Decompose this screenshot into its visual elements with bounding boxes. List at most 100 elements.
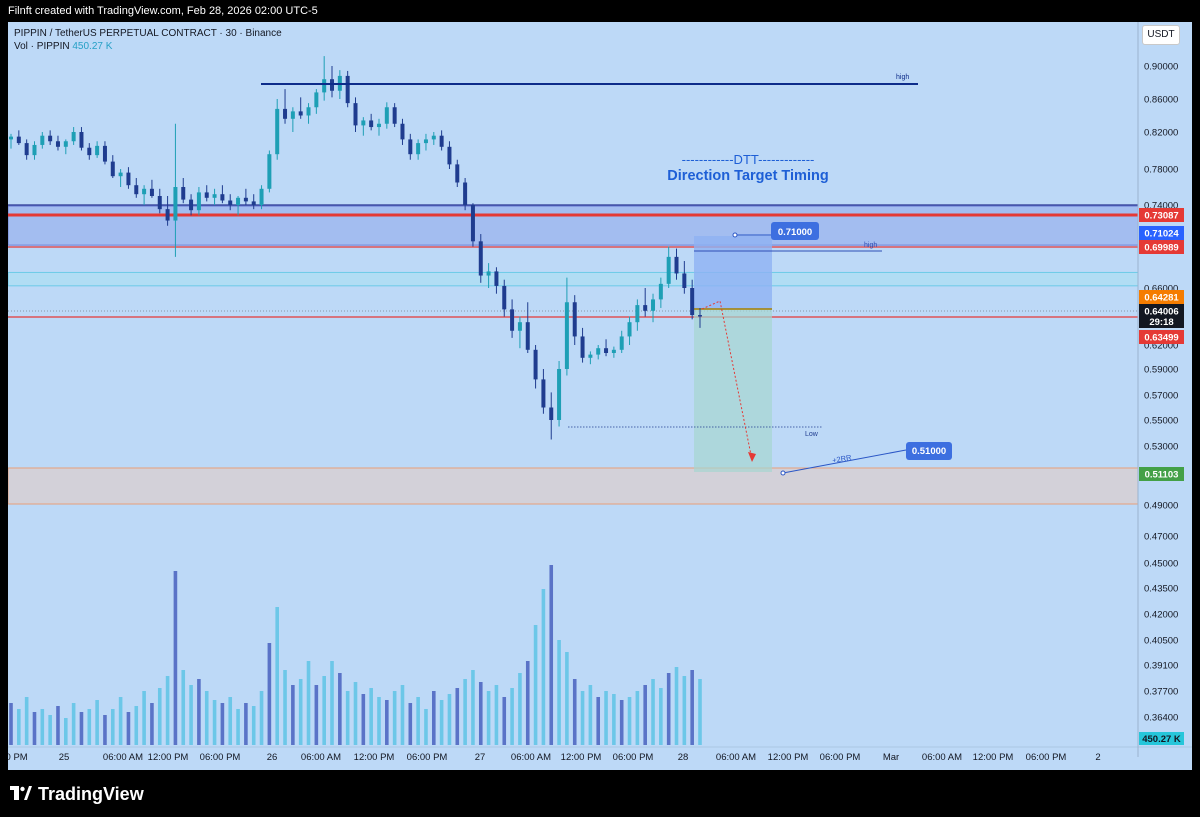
candle-body: [525, 322, 530, 350]
volume-bar: [87, 709, 92, 745]
candle-body: [196, 192, 201, 211]
time-tick-label: 28: [678, 752, 689, 763]
price-badge: [1139, 467, 1184, 481]
currency-button[interactable]: USDT: [1142, 25, 1180, 45]
time-tick-label: 06:00 PM: [613, 752, 654, 763]
volume-bar: [478, 682, 483, 745]
volume-bar: [643, 685, 647, 745]
candle-body: [251, 201, 256, 205]
candle-body: [181, 187, 186, 200]
target-low-dot: [780, 470, 786, 476]
candle-body: [604, 348, 609, 353]
price-tick-label: 0.59000: [1144, 365, 1178, 376]
volume-bar: [212, 700, 217, 745]
volume-legend-value: 450.27 K: [72, 41, 113, 52]
candle-body: [690, 288, 695, 316]
tradingview-logo: TradingView: [10, 784, 144, 805]
candle-body: [439, 135, 444, 147]
volume-bar: [666, 673, 671, 745]
price-tick-label: 0.74000: [1144, 201, 1178, 212]
price-tick-label: 0.42000: [1144, 610, 1178, 621]
candle-body: [392, 107, 397, 124]
candle-body: [212, 194, 217, 198]
volume-bar: [361, 694, 366, 745]
candle-body: [345, 75, 350, 104]
volume-bar: [510, 688, 514, 745]
candle-body: [142, 188, 147, 195]
price-tick-label: 0.43500: [1144, 584, 1178, 595]
volume-bar: [588, 685, 593, 745]
time-tick-label: Mar: [883, 752, 899, 763]
candle-body: [416, 143, 421, 155]
price-tick-label: 0.45000: [1144, 559, 1178, 570]
price-tick-label: 0.66000: [1144, 284, 1178, 295]
volume-bar: [330, 661, 334, 745]
stop-loss-box: [694, 236, 772, 309]
volume-bar: [431, 691, 436, 745]
price-tick-label: 0.53000: [1144, 442, 1178, 453]
volume-bar: [627, 697, 632, 745]
time-tick-label: 2: [1095, 752, 1100, 763]
volume-bar: [48, 715, 52, 745]
volume-bar: [118, 697, 123, 745]
price-tick-label: 0.57000: [1144, 391, 1178, 402]
candle-body: [40, 135, 45, 145]
candle-body: [353, 103, 358, 126]
candle-body: [470, 205, 475, 242]
price-badge-label: 0.71024: [1144, 229, 1179, 240]
candle-body: [134, 185, 139, 195]
volume-bar: [322, 676, 326, 745]
volume-bar: [463, 679, 467, 745]
price-tick-label: 0.40500: [1144, 636, 1178, 647]
price-badge: [1139, 240, 1184, 254]
volume-bar: [79, 712, 84, 745]
volume-bar: [150, 703, 154, 745]
high-label-2: high: [864, 242, 877, 249]
candle-body: [627, 322, 632, 337]
candle-body: [557, 369, 562, 420]
time-tick-label: 06:00 PM: [1026, 752, 1067, 763]
volume-bar: [682, 676, 687, 745]
time-tick-label: 06:00 AM: [103, 752, 143, 763]
rr-label: +2RR: [831, 453, 852, 465]
chart-panel[interactable]: high high Low ------------DTT------------- D…: [8, 22, 1192, 770]
volume-bar: [314, 685, 319, 745]
candle-body: [494, 271, 499, 286]
candle-body: [102, 145, 107, 162]
candle-body: [486, 271, 491, 276]
volume-bar: [181, 670, 186, 745]
volume-bar: [659, 688, 663, 745]
volume-bar: [345, 691, 350, 745]
candle-body: [517, 322, 522, 331]
volume-bar: [698, 679, 702, 745]
volume-bar: [267, 643, 272, 745]
price-chart[interactable]: high high Low ------------DTT-------------D…: [8, 22, 1192, 770]
candle-body: [204, 192, 209, 198]
volume-bar: [400, 685, 405, 745]
resistance-zone: [8, 205, 1139, 246]
low-label: Low: [805, 431, 819, 438]
volume-bar: [690, 670, 694, 745]
volume-bar: [204, 691, 209, 745]
candle-body: [259, 188, 264, 205]
candle-body: [16, 136, 21, 144]
volume-bar: [525, 661, 530, 745]
volume-bar: [24, 697, 29, 745]
price-badge: [1139, 290, 1184, 304]
volume-bar: [32, 712, 37, 745]
candle-body: [463, 182, 468, 205]
volume-bar: [110, 709, 115, 745]
volume-bar: [173, 571, 178, 745]
volume-bar: [9, 703, 13, 745]
candle-body: [369, 120, 374, 128]
candle-body: [220, 194, 225, 201]
candle-body: [384, 107, 389, 124]
volume-legend-label: Vol · PIPPIN: [14, 41, 70, 52]
tradingview-logo-text: TradingView: [38, 784, 144, 804]
volume-bar: [502, 697, 507, 745]
volume-bar: [580, 691, 585, 745]
target-high-text: 0.71000: [778, 227, 812, 238]
candle-body: [635, 305, 640, 323]
price-tick-label: 0.55000: [1144, 416, 1178, 427]
volume-bar: [103, 715, 107, 745]
